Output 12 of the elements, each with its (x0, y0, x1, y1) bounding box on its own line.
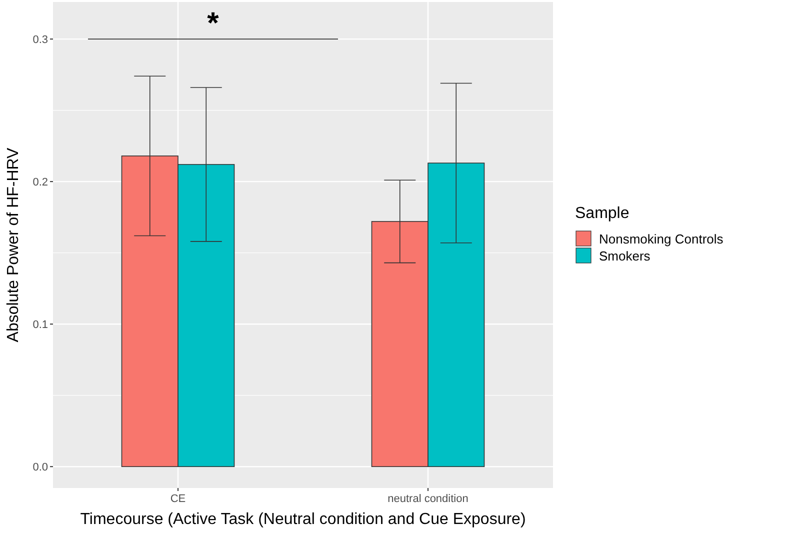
y-tick-label: 0.2 (32, 176, 48, 188)
x-tick-label: CE (170, 493, 186, 505)
legend-label: Nonsmoking Controls (599, 232, 724, 247)
y-axis-title: Absolute Power of HF-HRV (5, 147, 22, 342)
y-tick-label: 0.1 (32, 318, 48, 331)
legend-label: Smokers (599, 248, 651, 264)
x-tick-label: neutral condition (388, 493, 468, 505)
y-tick-label: 0.0 (32, 461, 48, 474)
x-axis-title: Timecourse (Active Task (Neutral condition and Cue Exposure) (80, 511, 526, 528)
y-tick-label: 0.3 (32, 34, 48, 46)
annotation: * (207, 7, 220, 40)
legend-title: Sample (575, 205, 630, 222)
